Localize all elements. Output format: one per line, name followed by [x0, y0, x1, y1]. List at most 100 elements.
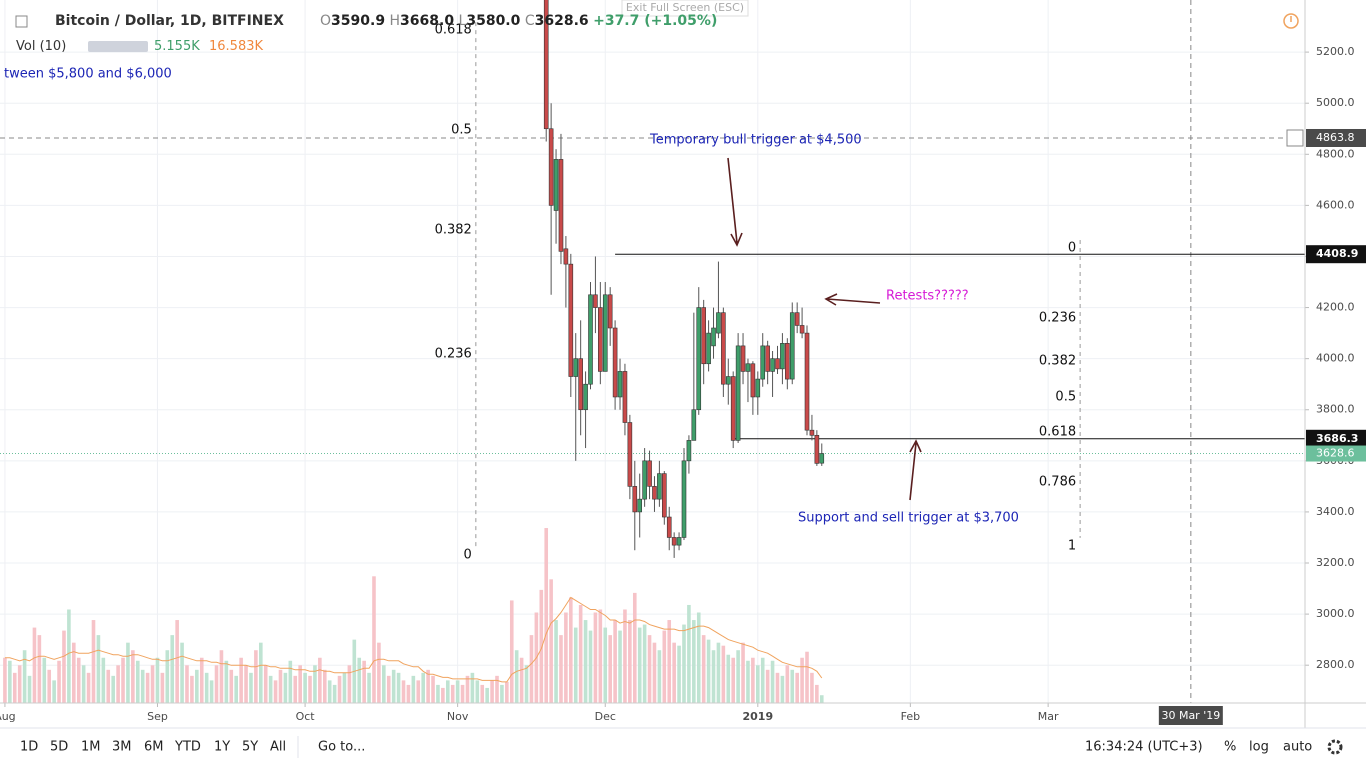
- volume-bar: [716, 642, 721, 703]
- volume-bar: [524, 665, 529, 703]
- range-button[interactable]: 1M: [81, 740, 101, 755]
- volume-bar: [455, 680, 460, 703]
- candle-body: [583, 383, 588, 411]
- candle-body: [607, 294, 613, 329]
- candle-body: [819, 453, 825, 464]
- y-tick-label: 4000.0: [1316, 352, 1355, 365]
- volume-bar: [52, 680, 56, 703]
- candle-body: [691, 409, 697, 441]
- auto-toggle[interactable]: auto: [1283, 740, 1312, 755]
- y-tick-label: 5200.0: [1316, 45, 1355, 58]
- volume-bar: [701, 635, 706, 703]
- volume-bar: [22, 650, 27, 703]
- collapse-icon[interactable]: [15, 15, 28, 28]
- volume-bar: [746, 660, 750, 703]
- candle-body: [780, 343, 785, 370]
- crosshair-price-label: 4863.8: [1316, 131, 1355, 144]
- volume-bar: [652, 642, 657, 703]
- volume-bar: [199, 657, 204, 703]
- range-button[interactable]: 6M: [144, 740, 164, 755]
- x-tick-label: Aug: [0, 710, 16, 723]
- volume-bar: [756, 665, 760, 703]
- candle-body: [553, 159, 559, 211]
- volume-bar: [436, 684, 440, 703]
- candle-body: [598, 307, 603, 372]
- fib-label: 0: [464, 548, 472, 563]
- volume-bar: [696, 612, 701, 703]
- candle-body: [666, 516, 672, 538]
- volume-bar: [618, 630, 622, 703]
- volume-bar: [254, 650, 258, 703]
- study-icons[interactable]: [88, 41, 148, 52]
- candle-body: [789, 312, 795, 380]
- volume-bar: [495, 675, 499, 703]
- volume-bar: [239, 657, 243, 703]
- volume-bar: [145, 672, 150, 703]
- candle-body: [588, 294, 593, 385]
- clock[interactable]: 16:34:24 (UTC+3): [1085, 740, 1203, 755]
- volume-bar: [155, 657, 160, 703]
- fib-label: 0.382: [1039, 353, 1076, 368]
- range-button[interactable]: 1Y: [214, 740, 230, 755]
- candle-body: [543, 0, 549, 130]
- goto-button[interactable]: Go to...: [318, 740, 365, 755]
- volume-bar: [91, 620, 96, 703]
- alert-icon[interactable]: [1283, 13, 1299, 29]
- x-tick-label: Feb: [901, 710, 920, 723]
- settings-icon[interactable]: [1327, 739, 1343, 755]
- volume-bar: [47, 669, 52, 703]
- ohlc-key: L: [458, 13, 467, 29]
- volume-bar: [765, 669, 770, 703]
- volume-bar: [106, 669, 111, 703]
- log-toggle[interactable]: log: [1249, 740, 1269, 755]
- volume-bar: [116, 665, 120, 703]
- candle-body: [578, 358, 583, 411]
- crosshair-plus[interactable]: [1286, 129, 1304, 147]
- range-button[interactable]: YTD: [174, 740, 201, 755]
- range-button[interactable]: 1D: [20, 740, 38, 755]
- volume-bar: [780, 675, 785, 703]
- candle-body: [627, 422, 633, 487]
- volume-bar: [795, 672, 799, 703]
- volume-bar: [637, 627, 642, 703]
- crosshair-date-box: [1158, 706, 1223, 725]
- volume-bar: [613, 620, 617, 703]
- candle-body: [730, 376, 736, 441]
- volume-bar: [785, 665, 790, 703]
- volume-bar: [662, 630, 667, 703]
- candle-body: [735, 345, 741, 441]
- volume-bar: [642, 624, 647, 703]
- fib-label: 0: [1068, 241, 1076, 256]
- volume-bar: [62, 630, 66, 703]
- range-button[interactable]: All: [270, 740, 286, 755]
- volume-bar: [86, 672, 91, 703]
- range-button[interactable]: 3M: [112, 740, 132, 755]
- exit-label[interactable]: Exit Full Screen (ESC): [626, 1, 744, 14]
- volume-bar: [731, 657, 736, 703]
- candle-body: [563, 248, 569, 265]
- exit-button[interactable]: [621, 0, 749, 17]
- candle-body: [755, 378, 761, 398]
- candle-body: [617, 371, 623, 398]
- candle-body: [637, 498, 643, 513]
- level-price-box: [1306, 429, 1366, 448]
- volume-bar: [426, 669, 430, 703]
- y-tick-label: 4200.0: [1316, 301, 1355, 314]
- volume-bar: [775, 672, 780, 703]
- range-button[interactable]: 5Y: [242, 740, 258, 755]
- volume-bar: [185, 665, 189, 703]
- range-button[interactable]: 5D: [50, 740, 68, 755]
- volume-bar: [27, 675, 32, 703]
- percent-toggle[interactable]: %: [1224, 740, 1236, 755]
- volume-bar: [268, 675, 273, 703]
- volume-bar: [598, 609, 603, 703]
- x-tick-label: Dec: [595, 710, 616, 723]
- volume-bar: [180, 642, 184, 703]
- symbol-title[interactable]: Bitcoin / Dollar, 1D, BITFINEX: [55, 13, 284, 29]
- arrow: [824, 293, 881, 306]
- candle-body: [701, 307, 706, 365]
- volume-bar: [372, 576, 376, 703]
- candle-body: [799, 325, 805, 334]
- volume-bar: [583, 620, 588, 703]
- candle-body: [750, 363, 756, 398]
